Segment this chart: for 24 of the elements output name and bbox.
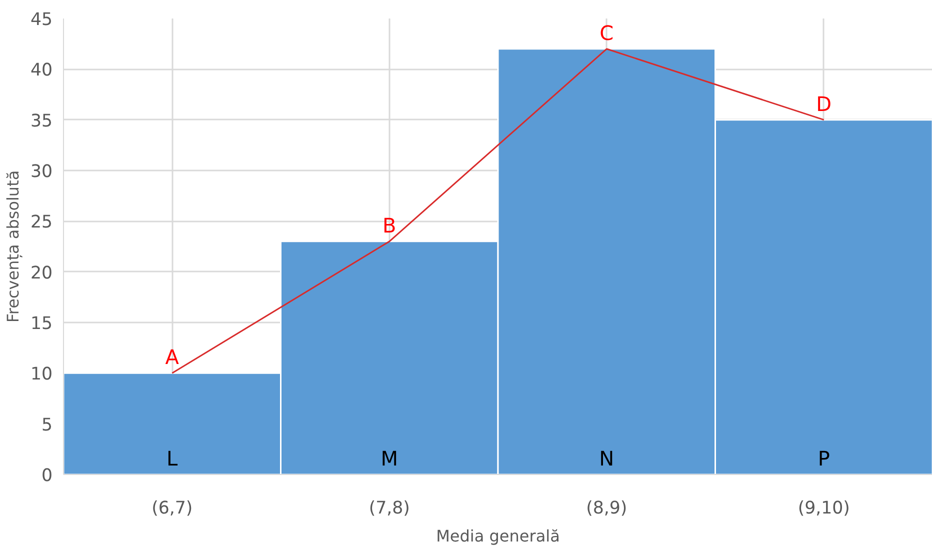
y-tick-label: 30: [30, 162, 53, 182]
x-tick-label: (8,9): [586, 498, 628, 518]
annotation: C: [600, 20, 614, 45]
annotation: D: [816, 92, 832, 116]
x-tick-label: (7,8): [368, 498, 410, 518]
annotation: L: [166, 446, 179, 470]
y-axis-title: Frecvența absolută: [3, 170, 22, 323]
y-tick-label: 35: [30, 111, 53, 132]
annotation: P: [818, 446, 830, 470]
y-tick-label: 15: [30, 314, 53, 334]
annotation: N: [599, 446, 614, 470]
annotation: A: [165, 345, 180, 370]
y-tick-label: 5: [41, 415, 53, 436]
x-tick-label: (6,7): [152, 498, 193, 518]
y-tick-label: 10: [30, 364, 53, 385]
y-tick-label: 0: [41, 466, 53, 486]
y-tick-label: 20: [30, 263, 53, 284]
x-tick-label: (9,10): [798, 498, 850, 518]
y-tick-label: 45: [30, 10, 53, 30]
y-tick-label: 40: [30, 60, 53, 81]
y-tick-label: 25: [30, 212, 53, 233]
x-axis-title: Media generală: [436, 526, 560, 546]
annotation: M: [380, 446, 398, 470]
annotation: B: [382, 213, 396, 238]
